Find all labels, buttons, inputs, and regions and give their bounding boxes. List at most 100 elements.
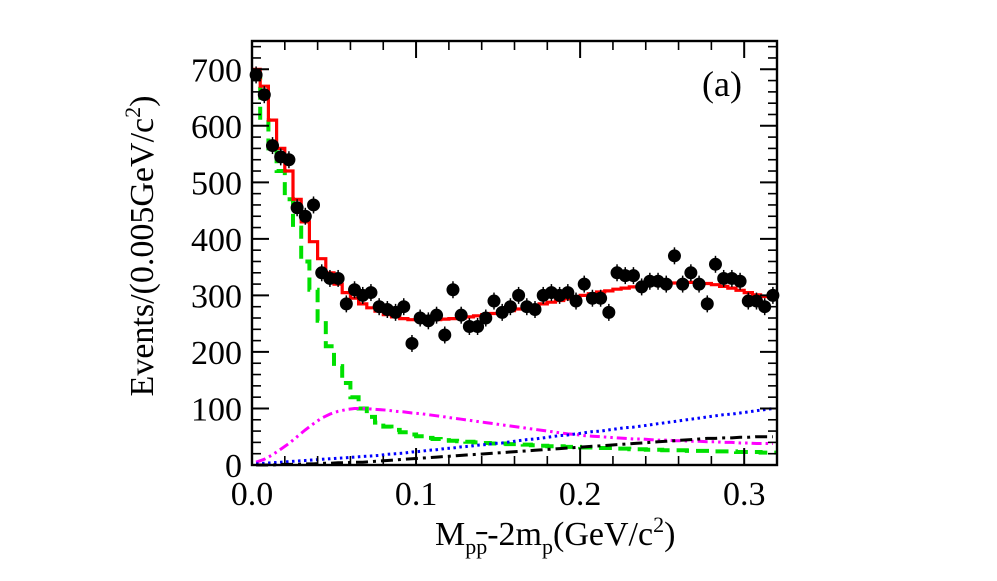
curve-green-dashed — [252, 72, 777, 455]
data-point — [684, 264, 698, 282]
ticks-layer: 0.0 0.1 0.2 0.3 0 100 200 300 400 500 600 700 — [191, 41, 778, 513]
data-point — [512, 286, 526, 304]
x-axis-title-sub-bar: p — [476, 534, 487, 559]
data-point — [676, 275, 690, 293]
data-point — [659, 275, 673, 293]
data-point — [503, 298, 517, 316]
data-marker — [577, 277, 591, 291]
data-marker — [561, 286, 575, 300]
y-tick-label: 400 — [191, 222, 242, 259]
data-point — [667, 247, 681, 265]
data-point — [438, 326, 452, 344]
curve-magenta-dash-dot-dot — [255, 407, 773, 464]
data-marker — [479, 311, 493, 325]
data-marker — [298, 209, 312, 223]
y-axis-title-main: Events/(0.005GeV/c — [124, 118, 161, 397]
x-tick-label: 0.3 — [723, 476, 766, 513]
data-point — [282, 151, 296, 169]
data-marker — [692, 277, 706, 291]
data-point — [479, 309, 493, 327]
y-tick-label: 500 — [191, 165, 242, 202]
data-point — [446, 281, 460, 299]
data-point — [700, 295, 714, 313]
data-point — [528, 301, 542, 319]
x-axis-title-rest: -2m — [487, 516, 542, 553]
data-point — [298, 207, 312, 225]
data-marker — [446, 283, 460, 297]
data-marker — [503, 300, 517, 314]
y-tick-label: 600 — [191, 109, 242, 146]
data-point — [471, 318, 485, 335]
data-point — [266, 137, 280, 155]
data-point — [339, 295, 353, 313]
curves-layer — [252, 72, 777, 467]
data-point — [290, 199, 304, 217]
x-tick-label: 0.1 — [395, 476, 438, 513]
data-marker — [364, 286, 378, 300]
data-marker — [430, 308, 444, 322]
y-tick-label: 700 — [191, 52, 242, 89]
data-marker — [528, 303, 542, 317]
data-marker — [331, 271, 345, 285]
data-marker — [512, 288, 526, 302]
data-marker — [569, 294, 583, 308]
data-marker — [667, 249, 681, 263]
x-axis-title-close: ) — [664, 516, 675, 553]
data-marker — [758, 300, 772, 314]
data-marker — [290, 201, 304, 215]
data-point — [397, 298, 411, 316]
data-marker — [602, 305, 616, 319]
y-axis-title-close: ) — [124, 96, 161, 107]
data-point — [307, 196, 321, 214]
data-marker — [659, 277, 673, 291]
x-axis-title: Mpp-2mp(GeV/c2) — [435, 512, 675, 559]
data-point — [430, 306, 444, 324]
data-point — [626, 267, 640, 285]
plot-frame — [250, 39, 779, 467]
data-point — [561, 284, 575, 302]
data-point — [577, 275, 591, 293]
x-axis-title-main: M — [435, 516, 465, 553]
data-marker — [454, 308, 468, 322]
data-point — [364, 284, 378, 302]
data-marker — [282, 153, 296, 167]
y-tick-label: 200 — [191, 335, 242, 372]
x-axis-title-sub1: p — [465, 534, 476, 559]
data-point — [594, 289, 608, 307]
data-point — [569, 292, 583, 310]
data-marker — [626, 269, 640, 283]
data-point — [405, 334, 419, 352]
data-marker — [397, 300, 411, 314]
data-point — [602, 303, 616, 321]
data-marker — [266, 139, 280, 153]
data-marker — [733, 274, 747, 288]
data-points-layer — [249, 66, 780, 352]
y-axis-title-sup: 2 — [120, 107, 145, 118]
y-axis-title: Events/(0.005GeV/c2) — [120, 96, 161, 397]
data-marker — [307, 198, 321, 212]
data-point — [758, 298, 772, 316]
x-axis-title-sup: 2 — [653, 512, 664, 537]
y-tick-label: 100 — [191, 391, 242, 428]
data-marker — [471, 319, 485, 333]
data-point — [487, 292, 501, 310]
x-axis-title-unit: (GeV/c — [553, 516, 653, 553]
data-marker — [676, 277, 690, 291]
x-axis-title-sub2: p — [542, 534, 553, 559]
x-tick-label: 0.2 — [559, 476, 602, 513]
data-marker — [594, 291, 608, 305]
data-marker — [684, 266, 698, 280]
curve-blue-dotted — [255, 407, 774, 466]
data-point — [708, 255, 722, 273]
data-point — [733, 272, 747, 290]
data-marker — [700, 297, 714, 311]
data-point — [454, 306, 468, 324]
y-tick-label: 0 — [225, 448, 242, 485]
data-marker — [339, 297, 353, 311]
x-tick-label: 0.0 — [231, 476, 274, 513]
data-point — [257, 86, 271, 104]
panel-label: (a) — [702, 64, 742, 104]
curve-black-dash-dot — [256, 435, 773, 467]
data-point — [692, 275, 706, 293]
